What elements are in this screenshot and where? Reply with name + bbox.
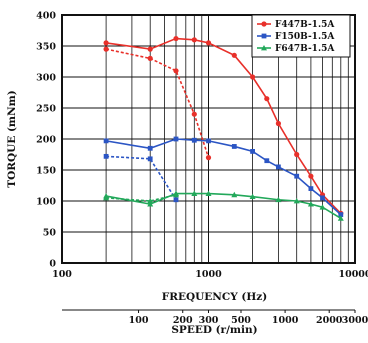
speed-tick-label: 300 — [199, 315, 219, 326]
data-point — [294, 173, 300, 179]
speed-axis-title: SPEED (r/min) — [171, 324, 257, 336]
data-point — [261, 21, 267, 27]
speed-tick-label: 2000 — [316, 315, 343, 326]
data-point — [261, 33, 267, 39]
axis-layer: 0 50 100 150 200 250 300 350 400 100 1000 10000 FREQ… — [6, 11, 368, 337]
data-point — [173, 197, 179, 203]
data-point — [308, 186, 314, 191]
data-point — [338, 212, 344, 218]
data-point — [275, 164, 281, 170]
data-point — [147, 201, 154, 207]
data-point — [205, 40, 212, 46]
y-tick-label: 400 — [36, 11, 56, 22]
y-tick-label: 300 — [36, 73, 56, 84]
x-tick-label: 10000 — [338, 269, 368, 280]
series-line — [106, 194, 177, 202]
data-point — [172, 191, 179, 198]
speed-tick-label: 100 — [129, 315, 149, 326]
data-point — [191, 190, 198, 196]
data-point — [205, 190, 212, 196]
x-tick-label: 100 — [52, 269, 72, 280]
y-tick-label: 350 — [36, 42, 56, 53]
y-tick-label: 100 — [36, 197, 56, 208]
series-line — [105, 48, 210, 158]
legend-layer: F447B-1.5A F150B-1.5A F647B-1.5A — [251, 14, 351, 58]
data-point — [275, 120, 281, 127]
legend-label: F447B-1.5A — [275, 20, 335, 30]
data-point — [320, 195, 325, 201]
data-point — [147, 55, 153, 62]
speed-tick-label: 500 — [231, 315, 251, 326]
series — [103, 35, 344, 216]
series-layer — [103, 35, 344, 221]
data-point — [307, 201, 314, 207]
speed-tick-label: 200 — [173, 315, 193, 326]
dashed-series — [103, 191, 179, 204]
data-point — [173, 136, 179, 142]
data-point — [191, 37, 197, 43]
data-point — [264, 96, 270, 102]
legend-label: F647B-1.5A — [275, 44, 335, 54]
data-point — [205, 155, 212, 161]
data-point — [191, 111, 197, 117]
data-point — [147, 46, 153, 52]
y-tick-label: 250 — [36, 104, 56, 115]
data-point — [191, 137, 197, 143]
data-point — [103, 153, 109, 159]
data-point — [275, 196, 282, 203]
data-point — [147, 156, 153, 162]
data-point — [293, 198, 300, 204]
x-axis-title: FREQUENCY (Hz) — [162, 291, 267, 303]
data-point — [231, 52, 237, 58]
dashed-series — [103, 153, 179, 203]
data-point — [206, 138, 211, 144]
data-point — [337, 215, 344, 221]
x-tick-label: 1000 — [195, 269, 222, 280]
legend-label: F150B-1.5A — [275, 32, 335, 42]
data-point — [264, 158, 270, 164]
speed-tick-label: 1000 — [272, 315, 299, 326]
data-point — [308, 173, 314, 179]
data-point — [173, 68, 179, 74]
data-point — [294, 151, 300, 158]
y-tick-label: 200 — [36, 135, 56, 146]
y-tick-label: 0 — [49, 259, 56, 270]
data-point — [250, 149, 256, 154]
data-point — [147, 198, 154, 204]
y-tick-label: 50 — [43, 228, 57, 239]
data-point — [103, 138, 109, 144]
data-point — [249, 193, 256, 200]
speed-tick-label: 3000 — [342, 315, 368, 326]
data-point — [103, 40, 109, 46]
data-point — [250, 74, 256, 80]
data-point — [319, 204, 326, 210]
series — [103, 136, 344, 218]
data-point — [103, 46, 109, 52]
data-point — [103, 194, 110, 201]
y-tick-label: 150 — [36, 166, 56, 177]
dashed-series — [103, 46, 212, 161]
data-point — [231, 144, 237, 149]
data-point — [261, 45, 267, 51]
series-line — [106, 155, 177, 201]
data-point — [173, 35, 179, 42]
data-point — [231, 191, 238, 198]
y-axis-title: TORQUE (mNm) — [6, 90, 18, 187]
data-point — [147, 145, 153, 151]
plot-frame — [61, 14, 356, 264]
